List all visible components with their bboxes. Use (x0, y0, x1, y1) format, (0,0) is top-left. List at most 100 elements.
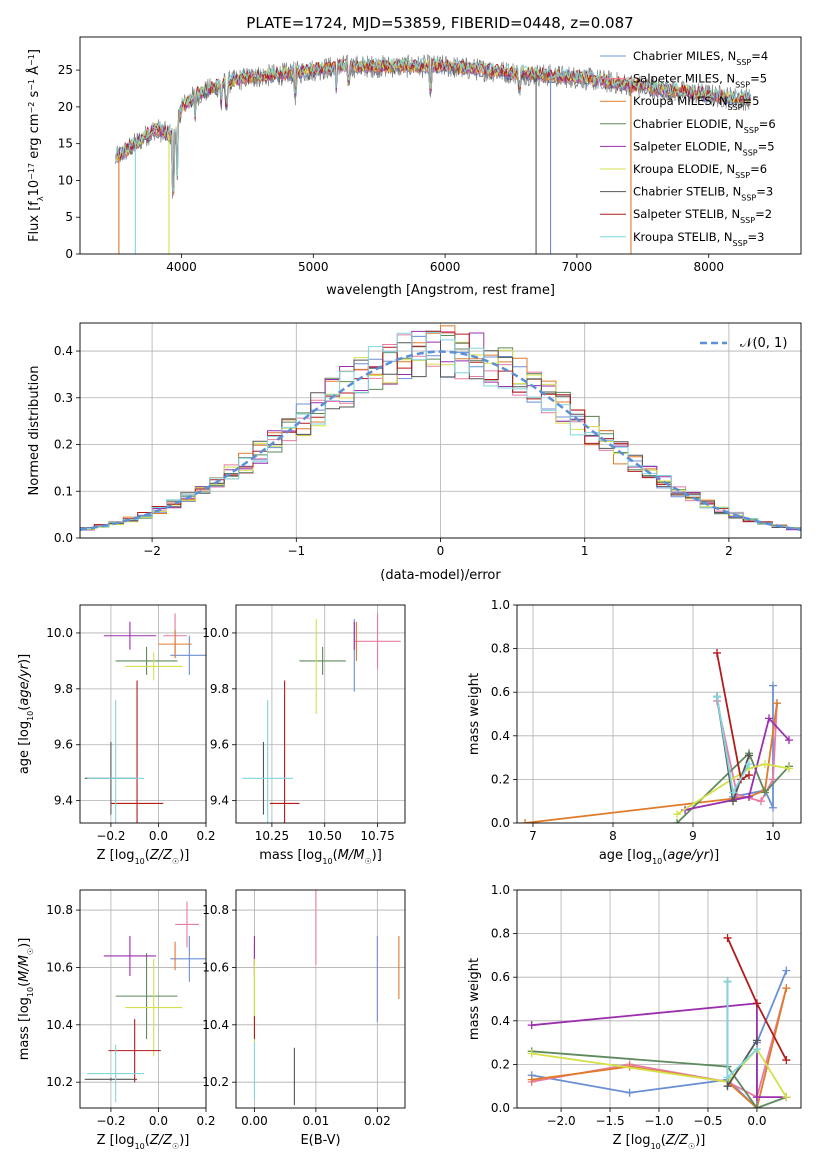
residuals-frame: −2 −1 0 1 2 0.0 0.1 0.2 0.3 0.4 𝒩(0, 1) (data-model… (27, 322, 802, 583)
x-axis-label: mass [log10(M/M☉)] (259, 848, 382, 866)
x-tick-label: 2 (725, 544, 733, 558)
x-tick-label: 9 (689, 829, 697, 843)
spectrum-plot (115, 53, 752, 254)
x-tick-label: 0 (437, 544, 445, 558)
y-tick-label: 15 (58, 137, 73, 151)
y-tick-label: 10.4 (202, 1018, 229, 1032)
y-tick-label: 0.4 (54, 344, 73, 358)
age_vs_Z-axes (80, 605, 207, 823)
mass_weight_vs_age-frame: 7 8 9 10 0.0 0.2 0.4 0.6 0.8 1.0 age [log10(age/yr… (467, 598, 802, 866)
x-tick-label: 0.2 (196, 1114, 215, 1128)
x-axis-label: Z [log10(Z/Z☉)] (613, 1133, 706, 1151)
y-tick-label: 0.2 (491, 1057, 510, 1071)
y-tick-label: 9.4 (54, 794, 73, 808)
weight-marker (782, 1056, 791, 1065)
spectrum-model-line (115, 57, 751, 192)
x-tick-label: 1 (581, 544, 589, 558)
legend-entry: Kroupa STELIB, NSSP=3 (633, 230, 764, 248)
weight-marker (752, 999, 761, 1008)
normal-curve (80, 350, 801, 532)
y-tick-label: 0.2 (54, 438, 73, 452)
x-axis-label: Z [log10(Z/Z☉)] (97, 848, 190, 866)
x-tick-label: 10 (765, 829, 780, 843)
weight-series-line (531, 1047, 788, 1098)
y-tick-label: 9.8 (210, 682, 229, 696)
legend-entry: 𝒩(0, 1) (740, 336, 787, 351)
weight-series-line (524, 702, 778, 823)
y-tick-label: 1.0 (491, 883, 510, 897)
age_vs_Z-frame: −0.2 0.0 0.2 9.4 9.6 9.8 10.0 Z [log10(Z/Z☉)] ag… (17, 604, 216, 866)
y-axis-label: mass weight (467, 673, 482, 755)
y-tick-label: 10.2 (202, 1075, 229, 1089)
y-tick-label: 0.8 (491, 927, 510, 941)
y-tick-label: 0.0 (491, 1101, 510, 1115)
weight-series-line (716, 652, 750, 781)
weight-marker (769, 775, 777, 784)
x-tick-label: 0.02 (364, 1114, 391, 1128)
y-tick-label: 10.6 (46, 960, 73, 974)
weight-marker (745, 771, 753, 780)
histogram-series (80, 330, 801, 538)
weight-marker (769, 681, 777, 690)
axes-frame (235, 889, 406, 1109)
weight-series-line (676, 763, 790, 816)
mass_weight_vs_Z-plot (527, 933, 791, 1108)
y-tick-label: 0 (65, 247, 73, 261)
y-tick-label: 10 (58, 173, 73, 187)
x-tick-label: −1 (287, 544, 305, 558)
legend-entry: Salpeter ELODIE, NSSP=5 (633, 139, 775, 157)
x-tick-label: 0.0 (747, 1114, 766, 1128)
legend-entry: Salpeter STELIB, NSSP=2 (633, 207, 772, 225)
y-axis-label: mass weight (467, 958, 482, 1040)
age_vs_mass-axes (236, 605, 405, 823)
age_vs_mass-frame: 10.25 10.50 10.75 9.4 9.6 9.8 10.0 mass [log10(… (202, 604, 406, 866)
weight-marker (723, 1073, 732, 1082)
weight-series-line (676, 751, 790, 823)
y-tick-label: 20 (58, 100, 73, 114)
weight-marker (713, 692, 721, 701)
x-tick-label: −2.0 (546, 1114, 575, 1128)
weight-marker (752, 1093, 761, 1102)
weight-series-line (726, 981, 758, 1090)
age_vs_Z-plot (84, 613, 206, 823)
x-tick-label: 0.00 (241, 1114, 268, 1128)
mass_vs_Z-axes (80, 890, 207, 1108)
weight-marker (723, 977, 732, 986)
y-tick-label: 0.0 (54, 531, 73, 545)
weight-marker (782, 966, 791, 975)
weight-marker (761, 788, 769, 797)
mass_vs_ebv-plot (253, 890, 400, 1106)
x-tick-label: 5000 (298, 260, 329, 274)
weight-marker (713, 648, 721, 657)
spectrum-frame: 4000 5000 6000 7000 8000 0 5 10 15 20 25 wavelength… (26, 36, 802, 298)
weight-marker (773, 699, 781, 708)
x-tick-label: −0.2 (96, 1114, 125, 1128)
y-axis-label: age [log10(age/yr)] (17, 654, 35, 774)
mass_vs_ebv-frame: 0.00 0.01 0.02 10.2 10.4 10.6 10.8 E(B-V) (202, 889, 406, 1148)
legend: Chabrier MILES, NSSP=4 Salpeter MILES, NS… (600, 49, 776, 247)
x-tick-label: 8 (609, 829, 617, 843)
y-tick-label: 25 (58, 63, 73, 77)
weight-marker (785, 736, 793, 745)
legend-entry: Chabrier STELIB, NSSP=3 (633, 185, 773, 203)
x-axis-label: age [log10(age/yr)] (599, 848, 719, 866)
y-tick-label: 0.1 (54, 484, 73, 498)
legend-entry: Kroupa ELODIE, NSSP=6 (633, 162, 767, 180)
mass_vs_Z-frame: −0.2 0.0 0.2 10.2 10.4 10.6 10.8 Z [log10(Z/Z☉)… (17, 889, 216, 1151)
y-tick-label: 0.2 (491, 772, 510, 786)
y-tick-label: 10.4 (46, 1018, 73, 1032)
y-axis-label: Normed distribution (27, 366, 42, 496)
spectrum-axes (115, 53, 752, 254)
x-tick-label: 7000 (562, 260, 593, 274)
y-tick-label: 9.4 (210, 794, 229, 808)
y-tick-label: 10.8 (202, 903, 229, 917)
weight-marker (723, 1082, 732, 1091)
weight-marker (745, 792, 753, 801)
weight-marker (625, 1088, 634, 1097)
weight-marker (745, 760, 753, 769)
y-tick-label: 10.0 (202, 626, 229, 640)
figure-title: PLATE=1724, MJD=53859, FIBERID=0448, z=0… (246, 14, 633, 32)
weight-marker (673, 819, 681, 823)
y-tick-label: 1.0 (491, 598, 510, 612)
